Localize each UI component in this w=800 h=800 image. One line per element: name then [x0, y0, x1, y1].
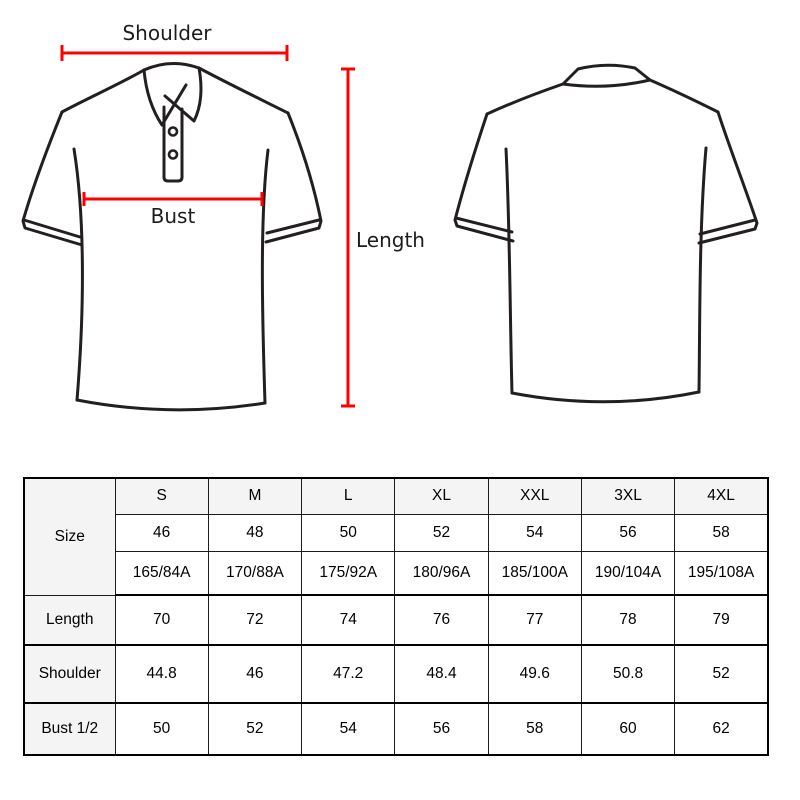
- front-collar-right-flap: [163, 66, 203, 123]
- spec-size-cell: 180/96A: [394, 550, 489, 596]
- spec-size-cell: 165/84A: [114, 550, 209, 596]
- size-header-cell-3xl: 3XL: [580, 477, 676, 515]
- numeric-size-cell: 50: [301, 513, 396, 552]
- length-value-cell: 70: [114, 594, 209, 646]
- bust-value-cell: 54: [301, 702, 396, 756]
- front-right-body-line: [260, 148, 270, 405]
- front-shirt-drawing: [21, 62, 323, 412]
- back-right-cuff-seam-line: [698, 218, 757, 236]
- size-header-cell-4xl: 4XL: [674, 477, 769, 515]
- shoulder-value-cell: 49.6: [487, 644, 582, 704]
- shoulder-value-cell: 47.2: [301, 644, 396, 704]
- shoulder-value-cell: 46: [207, 644, 303, 704]
- size-header-row: Size S M L XL XXL 3XL 4XL: [23, 477, 769, 596]
- shoulder-value-cell: 44.8: [114, 644, 209, 704]
- front-left-shoulder-line: [60, 68, 146, 114]
- back-right-sleeve-line: [697, 110, 759, 245]
- front-right-shoulder-line: [197, 66, 290, 115]
- size-group-label-cell: Size: [23, 477, 116, 596]
- bust-row-label-cell: Bust 1/2: [23, 702, 116, 756]
- back-collar-band: [561, 63, 652, 88]
- back-left-cuff-seam-line: [454, 216, 514, 234]
- bust-value-cell: 62: [674, 702, 769, 756]
- numeric-size-cell: 58: [674, 513, 769, 552]
- bust-dimension-label: Bust: [150, 204, 196, 228]
- shoulder-value-cell: 48.4: [394, 644, 489, 704]
- back-left-shoulder-line: [485, 82, 565, 116]
- front-right-cuff-seam-line: [265, 218, 321, 235]
- shoulder-value-cell: 52: [674, 644, 769, 704]
- bust-dimension-line: [82, 192, 264, 206]
- front-hem-line: [75, 398, 267, 412]
- length-value-cell: 72: [207, 594, 303, 646]
- shoulder-value-cell: 50.8: [580, 644, 676, 704]
- spec-size-cell: 190/104A: [580, 550, 676, 596]
- bust-value-cell: 52: [207, 702, 303, 756]
- dimension-lines: [60, 45, 355, 408]
- shoulder-row-label-cell: Shoulder: [23, 644, 116, 704]
- length-value-cell: 77: [487, 594, 582, 646]
- front-button-top: [167, 126, 179, 137]
- bust-value-cell: 50: [114, 702, 209, 756]
- back-right-shoulder-line: [648, 78, 720, 114]
- length-dimension-line: [341, 67, 355, 408]
- size-header-cell-l: L: [301, 477, 396, 515]
- size-table: Size S M L XL XXL 3XL 4XL 46 48 50 52 54…: [23, 477, 769, 756]
- bust-value-cell: 58: [487, 702, 582, 756]
- spec-size-cell: 185/100A: [487, 550, 582, 596]
- length-dimension-label: Length: [356, 228, 425, 252]
- front-right-sleeve-line: [264, 111, 323, 244]
- front-placket-line: [162, 105, 184, 183]
- length-value-cell: 76: [394, 594, 489, 646]
- shirt-measurement-diagram: [21, 45, 759, 412]
- numeric-size-cell: 46: [114, 513, 209, 552]
- size-header-cell-m: M: [207, 477, 303, 515]
- length-row: Length 70 72 74 76 77 78 79: [23, 594, 769, 646]
- length-row-label-cell: Length: [23, 594, 116, 646]
- length-value-cell: 78: [580, 594, 676, 646]
- numeric-size-cell: 54: [487, 513, 582, 552]
- back-left-body-line: [504, 147, 514, 395]
- numeric-size-cell: 56: [580, 513, 676, 552]
- shoulder-row: Shoulder 44.8 46 47.2 48.4 49.6 50.8 52: [23, 644, 769, 704]
- shoulder-dimension-line: [60, 45, 289, 61]
- back-hem-line: [510, 390, 701, 404]
- front-left-cuff-seam-line: [22, 218, 82, 239]
- front-collar-back-line: [142, 62, 201, 72]
- bust-value-cell: 60: [580, 702, 676, 756]
- length-value-cell: 74: [301, 594, 396, 646]
- spec-size-cell: 195/108A: [674, 550, 769, 596]
- bust-row: Bust 1/2 50 52 54 56 58 60 62: [23, 702, 769, 756]
- spec-size-cell: 175/92A: [301, 550, 396, 596]
- length-value-cell: 79: [674, 594, 769, 646]
- size-header-cell-s: S: [114, 477, 209, 515]
- spec-size-cell: 170/88A: [207, 550, 303, 596]
- front-left-body-line: [72, 147, 84, 402]
- numeric-size-cell: 48: [207, 513, 303, 552]
- back-right-body-line: [697, 146, 708, 394]
- size-header-cell-xl: XL: [394, 477, 489, 515]
- spec-size-row: 165/84A 170/88A 175/92A 180/96A 185/100A…: [24, 550, 769, 596]
- front-button-bottom: [167, 149, 179, 160]
- numeric-size-row: 46 48 50 52 54 56 58: [24, 513, 769, 552]
- size-header-cell-xxl: XXL: [487, 477, 582, 515]
- shoulder-dimension-label: Shoulder: [122, 21, 212, 45]
- front-collar-left-flap: [142, 68, 188, 127]
- bust-value-cell: 56: [394, 702, 489, 756]
- back-shirt-drawing: [453, 63, 759, 404]
- back-left-sleeve-line: [453, 112, 515, 243]
- numeric-size-cell: 52: [394, 513, 489, 552]
